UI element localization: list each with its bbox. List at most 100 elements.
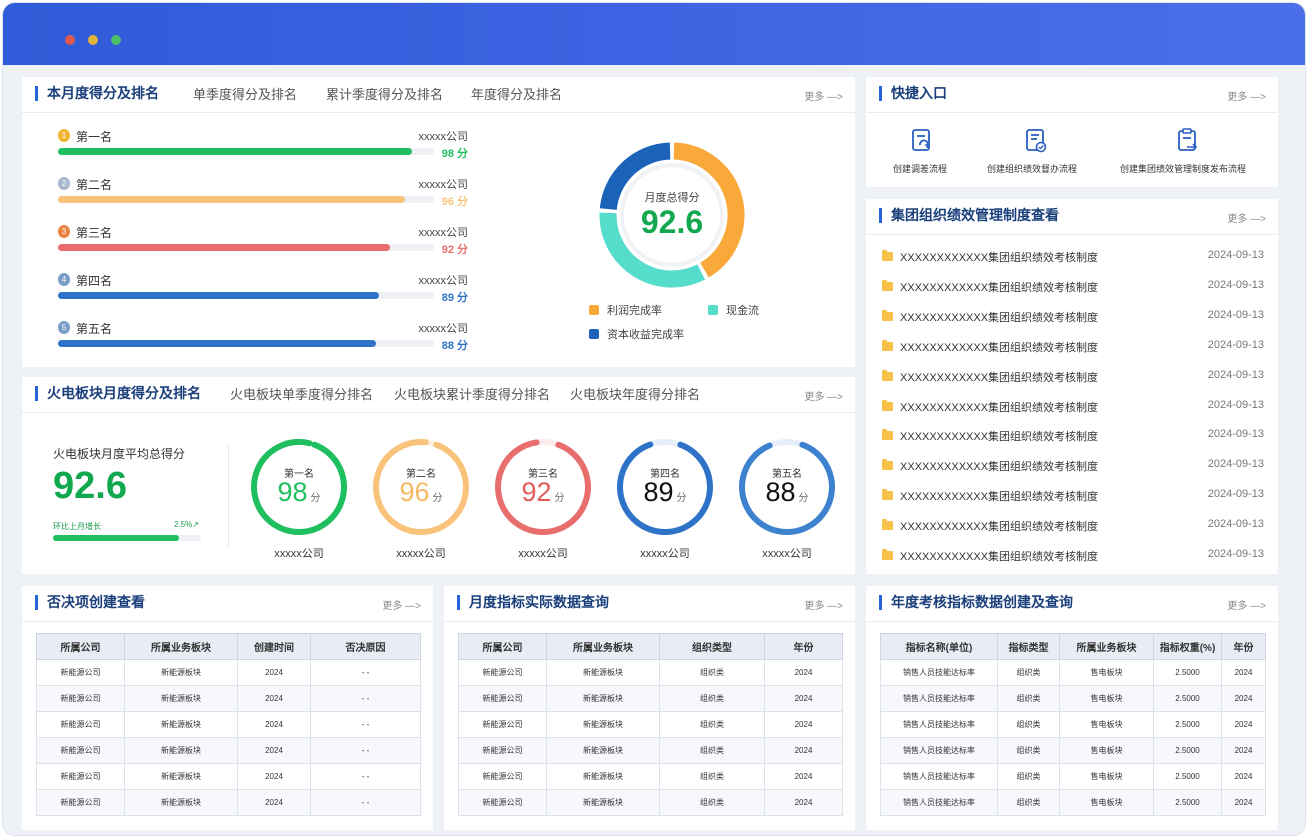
monthly-query-card: 月度指标实际数据查询 更多 —> 所属公司 所属业务板块 组织类型 年份 新能源公司 新能… (444, 586, 855, 830)
tab-quarterly[interactable]: 单季度得分及排名 (193, 87, 298, 102)
column-header[interactable]: 指标名称(单位) (880, 633, 998, 660)
table-cell: 2.5000 (1153, 659, 1222, 686)
card-header: 年度考核指标数据创建及查询 更多 —> (866, 586, 1278, 622)
column-header[interactable]: 所属公司 (458, 633, 547, 660)
list-item[interactable]: XXXXXXXXXXXX集团组织绩效考核制度 2024-09-13 (882, 392, 1264, 422)
more-link[interactable]: 更多 —> (1227, 214, 1266, 225)
tab-cumulative-quarterly[interactable]: 累计季度得分及排名 (326, 87, 444, 102)
column-header[interactable]: 否决原因 (310, 633, 421, 660)
folder-icon (882, 489, 893, 501)
table-row[interactable]: 新能源公司 新能源板块 组织类 2024 (458, 789, 843, 816)
rank-score: 89 分 (441, 292, 468, 304)
quick-label: 创建集团绩效管理制度发布流程 (1120, 164, 1247, 174)
column-header[interactable]: 指标类型 (997, 633, 1060, 660)
table-row[interactable]: 新能源公司 新能源板块 2024- - (36, 659, 421, 686)
table-cell: 新能源板块 (546, 789, 660, 816)
table-cell: 新能源板块 (546, 685, 660, 712)
list-item[interactable]: XXXXXXXXXXXX集团组织绩效考核制度 2024-09-13 (882, 272, 1264, 302)
ring-rank-label: 第二名 (406, 469, 436, 480)
table-row[interactable]: 新能源公司 新能源板块 2024- - (36, 685, 421, 712)
policy-title: XXXXXXXXXXXX集团组织绩效考核制度 (900, 371, 1099, 384)
table-cell: 新能源板块 (124, 685, 238, 712)
close-dot[interactable] (65, 35, 75, 45)
legend-swatch (589, 329, 599, 339)
column-header[interactable]: 组织类型 (659, 633, 765, 660)
table-row[interactable]: 新能源公司 新能源板块 组织类 2024 (458, 737, 843, 764)
more-link[interactable]: 更多 —> (1227, 601, 1266, 612)
tab-thermal-annual[interactable]: 火电板块年度得分排名 (570, 387, 701, 402)
column-header[interactable]: 指标权重(%) (1153, 633, 1222, 660)
monthly-ranking-card: 本月度得分及排名 单季度得分及排名 累计季度得分及排名 年度得分及排名 更多 —… (22, 77, 855, 367)
column-header[interactable]: 创建时间 (237, 633, 311, 660)
tab-annual[interactable]: 年度得分及排名 (471, 87, 563, 102)
more-link[interactable]: 更多 —> (804, 392, 843, 403)
table-row[interactable]: 销售人员技能达标率 组织类 售电板块 2.5000 2024 (880, 659, 1266, 686)
score-bar-fill (58, 148, 412, 155)
column-header[interactable]: 年份 (1221, 633, 1266, 660)
policy-title: XXXXXXXXXXXX集团组织绩效考核制度 (900, 551, 1099, 563)
table-row[interactable]: 新能源公司 新能源板块 2024- - (36, 763, 421, 790)
list-item[interactable]: XXXXXXXXXXXX集团组织绩效考核制度 2024-09-13 (882, 481, 1264, 511)
column-header[interactable]: 所属业务板块 (1059, 633, 1154, 660)
table-row[interactable]: 销售人员技能达标率 组织类 售电板块 2.5000 2024 (880, 711, 1266, 738)
list-item[interactable]: XXXXXXXXXXXX集团组织绩效考核制度 2024-09-13 (882, 541, 1264, 571)
table-cell: 新能源板块 (546, 737, 660, 764)
table-row[interactable]: 销售人员技能达标率 组织类 售电板块 2.5000 2024 (880, 763, 1266, 790)
table-row[interactable]: 新能源公司 新能源板块 组织类 2024 (458, 659, 843, 686)
maximize-dot[interactable] (111, 35, 121, 45)
table-row[interactable]: 新能源公司 新能源板块 组织类 2024 (458, 763, 843, 790)
table-row[interactable]: 销售人员技能达标率 组织类 售电板块 2.5000 2024 (880, 737, 1266, 764)
tab-thermal-cumulative[interactable]: 火电板块累计季度得分排名 (394, 387, 551, 402)
legend-label: 现金流 (726, 305, 759, 317)
table-cell: 新能源板块 (124, 789, 238, 816)
policy-title: XXXXXXXXXXXX集团组织绩效考核制度 (900, 252, 1099, 264)
table-row[interactable]: 销售人员技能达标率 组织类 售电板块 2.5000 2024 (880, 789, 1266, 816)
tab-thermal-quarterly[interactable]: 火电板块单季度得分排名 (230, 387, 374, 402)
ring-chart (251, 439, 347, 535)
card-header: 月度指标实际数据查询 更多 —> (444, 586, 855, 622)
rank-row: 1 第一名 xxxxx公司 98 分 (58, 129, 468, 169)
table-row[interactable]: 新能源公司 新能源板块 2024- - (36, 789, 421, 816)
table-row[interactable]: 新能源公司 新能源板块 2024- - (36, 737, 421, 764)
list-item[interactable]: XXXXXXXXXXXX集团组织绩效考核制度 2024-09-13 (882, 242, 1264, 272)
column-header[interactable]: 所属业务板块 (546, 633, 660, 660)
list-item[interactable]: XXXXXXXXXXXX集团组织绩效考核制度 2024-09-13 (882, 421, 1264, 451)
ring-arc (251, 439, 347, 535)
medal-icon: 3 (58, 225, 70, 238)
table-cell: 新能源公司 (36, 789, 125, 816)
rank-label: 第三名 (76, 226, 113, 240)
folder-icon (882, 549, 893, 560)
more-link[interactable]: 更多 —> (804, 92, 843, 103)
column-header[interactable]: 年份 (764, 633, 843, 660)
more-link[interactable]: 更多 —> (804, 601, 843, 612)
list-item[interactable]: XXXXXXXXXXXX集团组织绩效考核制度 2024-09-13 (882, 451, 1264, 481)
table-row[interactable]: 新能源公司 新能源板块 组织类 2024 (458, 685, 843, 712)
rank-label: 第一名 (76, 130, 113, 144)
table-row[interactable]: 新能源公司 新能源板块 2024- - (36, 711, 421, 738)
list-item[interactable]: XXXXXXXXXXXX集团组织绩效考核制度 2024-09-13 (882, 302, 1264, 332)
ring-score: 89 分 (615, 477, 715, 508)
table-cell: 组织类 (659, 685, 765, 712)
list-item[interactable]: XXXXXXXXXXXX集团组织绩效考核制度 2024-09-13 (882, 332, 1264, 362)
minimize-dot[interactable] (88, 35, 98, 45)
legend-capital-return: 资本收益完成率 (589, 326, 684, 342)
list-item[interactable]: XXXXXXXXXXXX集团组织绩效考核制度 2024-09-13 (882, 511, 1264, 541)
column-header[interactable]: 所属业务板块 (124, 633, 238, 660)
ring-score: 92 分 (493, 477, 593, 508)
table-cell: 组织类 (997, 763, 1060, 790)
column-header[interactable]: 所属公司 (36, 633, 125, 660)
policy-list-card: 集团组织绩效管理制度查看 更多 —> XXXXXXXXXXXX集团组织绩效考核制… (866, 199, 1278, 574)
ring-arc (739, 439, 835, 535)
medal-icon: 1 (58, 129, 70, 142)
table-cell: 销售人员技能达标率 (880, 711, 998, 738)
more-link[interactable]: 更多 —> (382, 601, 421, 612)
score-bar-fill (58, 340, 376, 347)
veto-table: 所属公司 所属业务板块 创建时间 否决原因 新能源公司 新能源板块 2024- - 新能源公司… (36, 633, 421, 816)
table-row[interactable]: 销售人员技能达标率 组织类 售电板块 2.5000 2024 (880, 685, 1266, 712)
rank-ring: 第三名 92 分 xxxxx公司 (493, 437, 593, 567)
table-row[interactable]: 新能源公司 新能源板块 组织类 2024 (458, 711, 843, 738)
more-link[interactable]: 更多 —> (1227, 92, 1266, 103)
table-cell: - - (310, 737, 421, 764)
donut-center-label: 月度总得分 (644, 192, 700, 204)
list-item[interactable]: XXXXXXXXXXXX集团组织绩效考核制度 2024-09-13 (882, 362, 1264, 392)
